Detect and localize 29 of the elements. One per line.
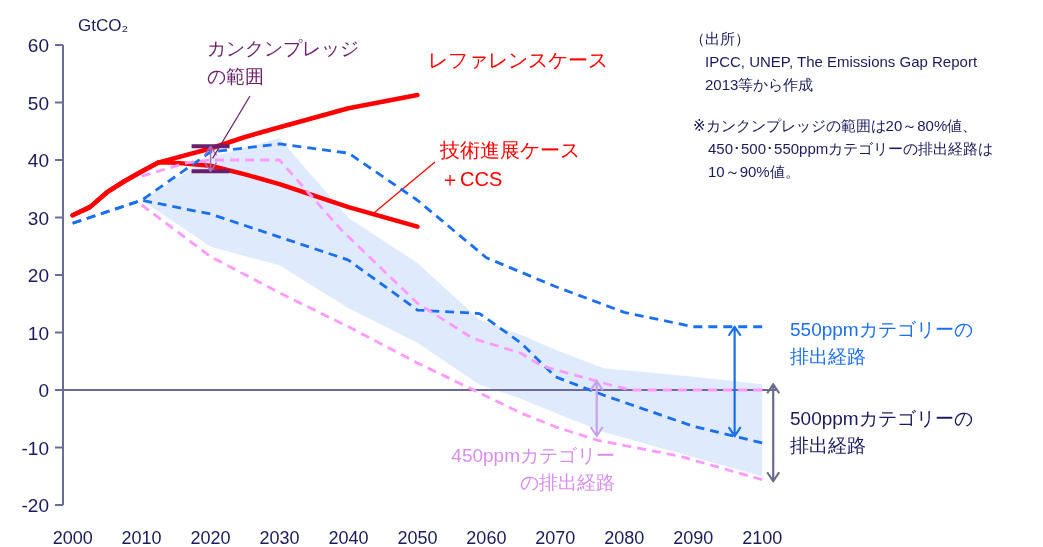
x-tick-label: 2030 bbox=[259, 528, 300, 547]
y-tick-label: 50 bbox=[27, 92, 49, 114]
y-tick-label: 40 bbox=[27, 150, 49, 171]
series-label: レファレンスケース bbox=[428, 49, 608, 71]
x-tick-label: 2040 bbox=[328, 528, 369, 547]
annotation: カンクンプレッジの範囲 bbox=[207, 38, 359, 87]
text: 技術進展ケース＋CCS bbox=[439, 139, 580, 190]
y-tick-label: -10 bbox=[21, 437, 49, 459]
x-tick-label: 2060 bbox=[466, 528, 507, 547]
x-tick-label: 2070 bbox=[535, 528, 576, 547]
y-tick-label: 0 bbox=[38, 380, 49, 401]
y-axis-title: GtCO₂ bbox=[78, 16, 129, 35]
annotation: 500ppmカテゴリーの排出経路 bbox=[790, 408, 973, 456]
x-tick-label: 2000 bbox=[52, 528, 93, 547]
y-tick-label: 30 bbox=[27, 207, 49, 229]
y-tick-label: -20 bbox=[21, 495, 49, 516]
y-tick-label: 10 bbox=[27, 322, 49, 344]
y-tick-label: 60 bbox=[27, 35, 49, 56]
x-tick-label: 2010 bbox=[121, 528, 162, 547]
annotation: 550ppmカテゴリーの排出経路 bbox=[790, 319, 973, 367]
x-tick-label: 2080 bbox=[604, 528, 645, 547]
x-tick-label: 2050 bbox=[397, 528, 438, 547]
y-tick-label: 20 bbox=[27, 265, 49, 286]
annotation: 450ppmカテゴリーの排出経路 bbox=[451, 445, 615, 493]
x-tick-label: 2090 bbox=[673, 528, 714, 547]
annotation: （出所） IPCC, UNEP, The Emissions Gap Report 2013等から作成 bbox=[690, 30, 978, 93]
annotation: ※カンクンプレッジの範囲は20～80%値、 450･500･550ppmカテゴリーの排出経路は 10～90%値。 bbox=[693, 117, 994, 180]
x-tick-label: 2100 bbox=[742, 528, 783, 547]
x-tick-label: 2020 bbox=[190, 528, 231, 547]
